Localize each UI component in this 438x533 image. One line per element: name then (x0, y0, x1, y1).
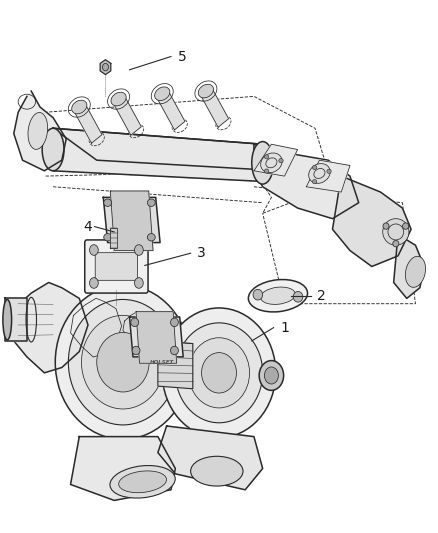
Polygon shape (5, 298, 27, 341)
Text: 2: 2 (317, 289, 326, 303)
Text: HOLSET: HOLSET (150, 360, 174, 365)
Polygon shape (71, 437, 175, 500)
Text: 5: 5 (177, 50, 186, 63)
Ellipse shape (265, 155, 269, 159)
Polygon shape (136, 312, 177, 364)
Ellipse shape (132, 346, 140, 355)
Ellipse shape (252, 142, 274, 184)
Polygon shape (53, 128, 263, 181)
Ellipse shape (406, 256, 426, 287)
Ellipse shape (253, 289, 263, 300)
Ellipse shape (201, 353, 237, 393)
Text: 3: 3 (197, 246, 206, 260)
Polygon shape (123, 338, 219, 402)
Ellipse shape (89, 278, 98, 288)
Ellipse shape (188, 338, 250, 408)
Polygon shape (103, 197, 160, 243)
Polygon shape (254, 144, 297, 176)
Polygon shape (158, 341, 193, 389)
Ellipse shape (104, 199, 112, 206)
Ellipse shape (191, 456, 243, 486)
Polygon shape (394, 235, 424, 298)
Ellipse shape (261, 287, 295, 304)
Polygon shape (332, 176, 411, 266)
Ellipse shape (259, 361, 284, 390)
Ellipse shape (279, 158, 283, 163)
Ellipse shape (81, 316, 164, 409)
Ellipse shape (265, 367, 279, 384)
Ellipse shape (102, 63, 109, 71)
Ellipse shape (42, 128, 64, 171)
Ellipse shape (134, 245, 143, 255)
Ellipse shape (89, 245, 98, 255)
Ellipse shape (261, 153, 282, 173)
Ellipse shape (383, 219, 409, 245)
Ellipse shape (97, 333, 149, 392)
Ellipse shape (293, 292, 303, 302)
Polygon shape (53, 128, 280, 171)
Ellipse shape (309, 164, 330, 183)
Ellipse shape (170, 318, 178, 327)
Ellipse shape (68, 300, 177, 425)
Ellipse shape (134, 278, 143, 288)
Ellipse shape (312, 180, 317, 184)
Polygon shape (157, 90, 185, 130)
Ellipse shape (131, 318, 139, 327)
Polygon shape (14, 91, 66, 171)
Ellipse shape (162, 308, 276, 438)
FancyBboxPatch shape (85, 240, 148, 293)
Polygon shape (74, 103, 102, 143)
Polygon shape (158, 426, 263, 490)
Polygon shape (110, 228, 117, 248)
Ellipse shape (155, 87, 170, 101)
Ellipse shape (383, 223, 389, 229)
Ellipse shape (248, 279, 307, 312)
Polygon shape (201, 87, 229, 127)
Polygon shape (10, 282, 88, 373)
Polygon shape (254, 144, 359, 219)
Ellipse shape (55, 285, 191, 439)
Ellipse shape (111, 92, 126, 106)
Ellipse shape (175, 323, 263, 423)
Ellipse shape (148, 199, 155, 206)
Polygon shape (100, 60, 111, 75)
Ellipse shape (198, 84, 213, 98)
Ellipse shape (312, 165, 317, 169)
Ellipse shape (148, 233, 155, 241)
Polygon shape (306, 160, 350, 192)
FancyBboxPatch shape (95, 253, 138, 280)
Ellipse shape (119, 471, 166, 492)
Polygon shape (110, 191, 153, 251)
Ellipse shape (403, 223, 409, 229)
Text: 4: 4 (84, 220, 92, 233)
Ellipse shape (327, 169, 331, 173)
Ellipse shape (104, 233, 112, 241)
Polygon shape (113, 95, 141, 135)
Ellipse shape (28, 112, 48, 149)
Ellipse shape (110, 465, 175, 498)
Ellipse shape (170, 346, 178, 355)
Ellipse shape (265, 169, 269, 173)
Ellipse shape (72, 100, 87, 114)
Ellipse shape (393, 240, 399, 247)
Polygon shape (130, 317, 183, 357)
Ellipse shape (3, 300, 12, 340)
Text: 1: 1 (280, 321, 289, 335)
